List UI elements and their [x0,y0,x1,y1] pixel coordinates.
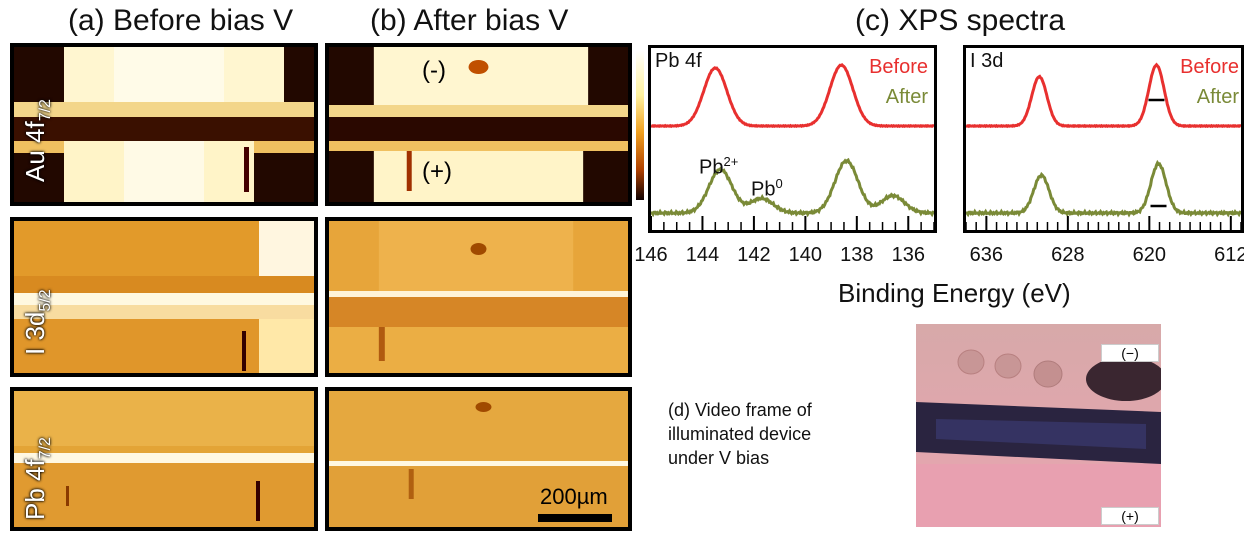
x-tick-label: 136 [891,244,925,266]
x-tick-label: 628 [1051,244,1085,266]
panel-c-title: (c) XPS spectra [855,4,1066,37]
legend-before-i: Before [1180,56,1239,78]
colorbar [636,50,644,200]
caption-line-3: under V bias [668,448,770,468]
panel-a-title: (a) Before bias V [68,4,294,37]
legend-before-pb: Before [869,56,928,78]
legend-after-i: After [1196,86,1239,108]
xps-pb4f-plot: Pb 4f Before After Pb2+ Pb0 [648,45,937,233]
map-i-after [325,217,632,377]
xps-i3d-plot: I 3d Before After [963,45,1244,233]
row-label-i: I 3d5/2 [20,289,55,355]
x-tick-label: 620 [1132,244,1167,266]
series-before-line [966,62,1241,129]
row-label-au: Au 4f7/2 [20,99,55,182]
photo-tag-positive: (+) [1101,507,1159,525]
video-frame-photo: (−) (+) [916,324,1161,527]
x-tick-label: 144 [685,244,720,266]
caption-d: (d) Video frame of illuminated device un… [668,398,812,470]
scale-bar [538,514,612,522]
xps-i3d-svg [966,62,1241,230]
x-tick-label: 142 [737,244,771,266]
series-after-line [651,157,934,218]
marker-positive: (+) [422,158,452,185]
annotation-pb2plus: Pb2+ [699,154,739,179]
map-pb-before [10,387,318,531]
scale-bar-label: 200µm [540,484,608,509]
x-tick-label: 636 [969,244,1004,266]
map-au-before [10,43,318,206]
series-after-line [966,159,1241,218]
annotation-pb0: Pb0 [751,176,783,201]
x-axis-label: Binding Energy (eV) [838,278,1071,308]
xps-i3d-panel-label: I 3d [970,50,1004,72]
xps-pb4f-svg [651,63,934,230]
x-tick-label: 146 [634,244,668,266]
map-i-before [10,217,318,377]
x-tick-label: 140 [788,244,823,266]
panel-b-title: (b) After bias V [370,4,569,37]
map-au-after [325,43,632,206]
caption-line-1: (d) Video frame of [668,400,812,420]
series-before-line [651,63,934,129]
x-tick-label: 612 [1214,244,1244,266]
x-tick-label: 138 [840,244,874,266]
map-pb-after [325,387,632,531]
marker-negative: (-) [422,57,446,84]
caption-line-2: illuminated device [668,424,812,444]
row-label-pb: Pb 4f7/2 [20,437,55,520]
xps-pb4f-panel-label: Pb 4f [655,50,702,72]
photo-tag-negative: (−) [1101,344,1159,362]
legend-after-pb: After [885,86,928,108]
